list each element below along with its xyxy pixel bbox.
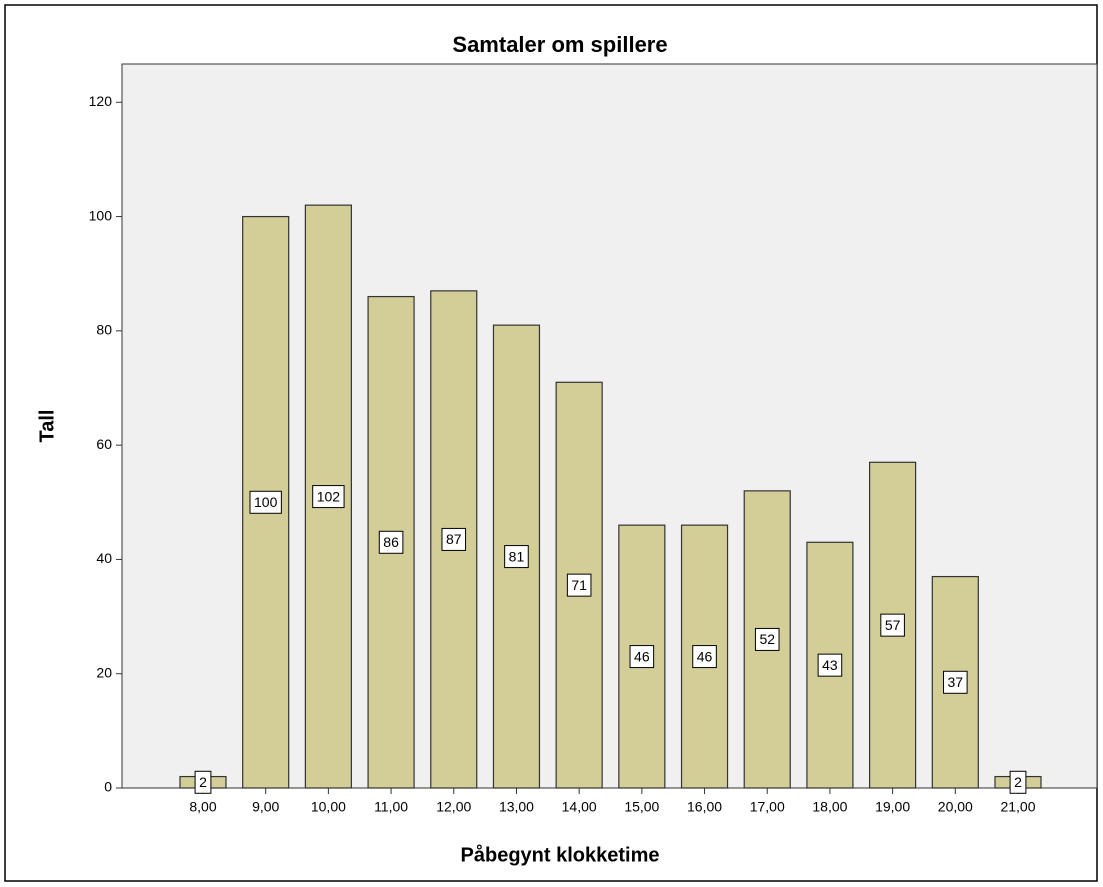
data-label: 86 bbox=[383, 534, 399, 550]
data-label: 46 bbox=[697, 648, 713, 664]
x-tick-label: 15,00 bbox=[624, 799, 659, 815]
chart-title: Samtaler om spillere bbox=[452, 32, 667, 57]
x-tick-label: 12,00 bbox=[436, 799, 471, 815]
data-label-box bbox=[312, 485, 345, 509]
data-label-box bbox=[504, 545, 529, 569]
x-tick-label: 19,00 bbox=[875, 799, 910, 815]
data-label: 81 bbox=[509, 548, 525, 564]
y-tick-label: 40 bbox=[96, 550, 112, 566]
y-tick-label: 0 bbox=[104, 779, 112, 795]
x-tick-label: 11,00 bbox=[374, 799, 408, 815]
data-label: 2 bbox=[1014, 774, 1022, 790]
y-axis-title: Tall bbox=[36, 410, 58, 443]
data-label: 102 bbox=[317, 488, 341, 504]
x-tick-label: 18,00 bbox=[812, 799, 847, 815]
data-label-box bbox=[754, 627, 780, 651]
data-label: 46 bbox=[634, 648, 650, 664]
x-tick-label: 10,00 bbox=[311, 799, 346, 815]
data-label: 71 bbox=[571, 577, 587, 593]
y-tick-label: 120 bbox=[89, 93, 113, 109]
x-tick-label: 8,00 bbox=[189, 799, 216, 815]
y-tick-label: 20 bbox=[96, 664, 112, 680]
x-tick-label: 14,00 bbox=[562, 799, 597, 815]
data-label-box bbox=[943, 670, 968, 694]
x-tick-label: 13,00 bbox=[499, 799, 534, 815]
y-tick-label: 100 bbox=[89, 207, 113, 223]
data-label: 57 bbox=[885, 617, 901, 633]
data-label-box bbox=[441, 527, 467, 551]
x-tick-label: 17,00 bbox=[750, 799, 785, 815]
y-tick-label: 60 bbox=[96, 436, 112, 452]
data-label-box bbox=[194, 770, 212, 794]
data-label-box bbox=[629, 645, 655, 669]
x-tick-label: 20,00 bbox=[938, 799, 973, 815]
data-label-box bbox=[880, 613, 905, 637]
data-label: 2 bbox=[199, 774, 207, 790]
data-label-box bbox=[692, 645, 717, 669]
data-label: 52 bbox=[759, 631, 775, 647]
data-label-box bbox=[566, 573, 592, 597]
y-tick-label: 80 bbox=[96, 322, 112, 338]
data-label: 100 bbox=[254, 494, 278, 510]
data-label: 37 bbox=[948, 674, 964, 690]
data-label-box bbox=[378, 530, 404, 554]
x-tick-label: 16,00 bbox=[687, 799, 722, 815]
x-tick-label: 21,00 bbox=[1000, 799, 1035, 815]
data-label: 87 bbox=[446, 531, 462, 547]
data-label-box bbox=[1009, 770, 1027, 794]
x-axis-title: Påbegynt klokketime bbox=[461, 843, 660, 866]
data-label: 43 bbox=[822, 657, 838, 673]
x-tick-label: 9,00 bbox=[252, 799, 279, 815]
data-label-box bbox=[817, 653, 843, 677]
data-label-box bbox=[249, 490, 282, 514]
